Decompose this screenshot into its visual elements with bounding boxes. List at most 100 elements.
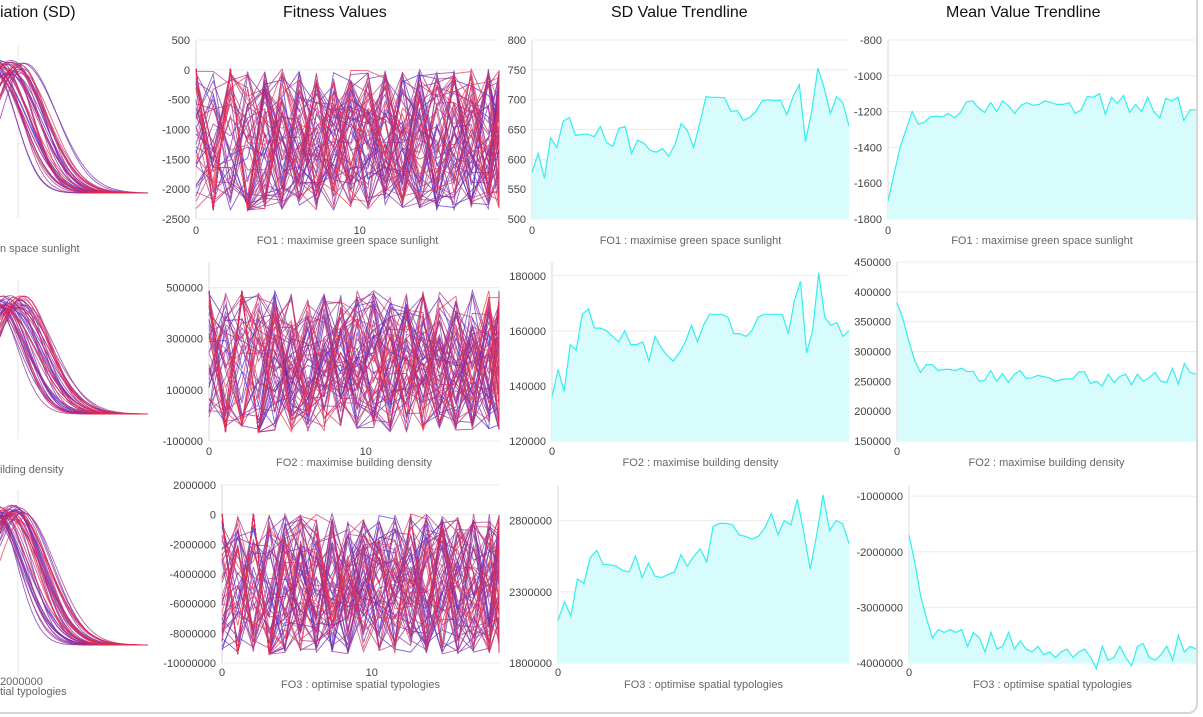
- y-tick-label: 0: [184, 65, 190, 77]
- trend-line: [887, 92, 1196, 202]
- fitness-series-line: [208, 296, 500, 434]
- sd-xlabel-3: tial typologies: [0, 686, 67, 698]
- sd-curve: [0, 71, 148, 194]
- y-tick-label: 500: [508, 214, 526, 226]
- sd-curve: [0, 63, 148, 194]
- x-axis-label: FO3 : optimise spatial typologies: [624, 679, 783, 691]
- y-tick-label: 450000: [854, 257, 891, 269]
- fitness-series-line: [221, 513, 500, 655]
- x-tick-label: 0: [906, 667, 912, 679]
- fitness-series-line: [195, 71, 500, 203]
- y-tick-label: -500: [168, 95, 190, 107]
- fitness-series-line: [195, 75, 500, 205]
- fitness-series-line: [208, 294, 500, 429]
- sd-xlabel-1: n space sunlight: [0, 243, 80, 255]
- fitness-series-line: [195, 72, 500, 209]
- sd-curve: [0, 68, 148, 194]
- y-tick-label: -10000000: [163, 658, 216, 670]
- x-axis-label: FO1 : maximise green space sunlight: [951, 235, 1133, 247]
- fitness-series-line: [208, 290, 500, 433]
- y-tick-label: 2300000: [509, 587, 552, 599]
- y-tick-label: -1800: [854, 214, 882, 226]
- chart-fo2-mean: 450000 400000 350000 300000 250000 200000 1500…: [854, 257, 1197, 469]
- y-tick-label: -1500: [162, 154, 190, 166]
- fitness-series-line: [221, 518, 500, 655]
- x-tick-label: 10: [366, 667, 378, 679]
- sd-curve: [0, 66, 148, 194]
- y-tick-label: -1600: [854, 178, 882, 190]
- fitness-series-line: [208, 293, 500, 422]
- trend-area: [909, 535, 1196, 669]
- trend-line: [908, 534, 1197, 671]
- x-axis-label: FO2 : maximise building density: [623, 457, 779, 469]
- trend-area: [532, 68, 849, 219]
- fitness-series-line: [195, 68, 500, 211]
- y-tick-label: -4000000: [857, 658, 904, 670]
- y-tick-label: -6000000: [170, 599, 217, 611]
- sd-curve: [0, 72, 148, 194]
- x-tick-label: 0: [885, 225, 891, 237]
- fitness-series-line: [195, 76, 500, 210]
- y-tick-label: 500000: [166, 283, 203, 295]
- trend-line: [551, 272, 850, 398]
- sd-curve: [0, 72, 148, 194]
- chart-fo2-fit: 500000 300000 100000 -100000 FO2 : maximise …: [163, 262, 500, 469]
- y-tick-label: 150000: [854, 436, 891, 448]
- y-tick-label: -1000000: [857, 491, 904, 503]
- fitness-series-line: [195, 71, 500, 205]
- sd-curve: [0, 69, 148, 194]
- y-tick-label: -2000000: [170, 539, 217, 551]
- x-axis-label: FO1 : maximise green space sunlight: [600, 235, 782, 247]
- fitness-series-line: [195, 68, 500, 211]
- fitness-series-line: [195, 71, 500, 209]
- fitness-series-line: [221, 513, 500, 656]
- fitness-column-title: Fitness Values: [283, 4, 387, 21]
- chart-fo1-mean: -800 -1000 -1200 -1400 -1600 -1800 FO1 : maxim…: [854, 35, 1196, 247]
- sd-distribution-curves: [0, 45, 149, 680]
- y-tick-label: 120000: [509, 436, 546, 448]
- sd-curve: [0, 517, 148, 646]
- sd-xlabel-2: ilding density: [0, 464, 64, 476]
- chart-fo1-sd: 800 750 700 650 600 550 500 FO1 : maximise gree…: [508, 35, 850, 247]
- sd-curve: [0, 70, 148, 194]
- trend-line: [531, 67, 850, 179]
- sd-curve: [0, 69, 148, 194]
- fitness-series-line: [208, 290, 500, 433]
- fitness-series-line: [221, 533, 500, 648]
- x-tick-label: 0: [193, 225, 199, 237]
- y-tick-label: 2800000: [509, 516, 552, 528]
- fitness-series-line: [221, 520, 500, 646]
- sd-curve: [0, 512, 148, 646]
- x-tick-label: 0: [555, 667, 561, 679]
- x-axis-label: FO3 : optimise spatial typologies: [973, 679, 1132, 691]
- sd-curve: [0, 72, 148, 194]
- x-tick-label: 0: [206, 446, 212, 458]
- y-tick-label: 160000: [509, 326, 546, 338]
- y-tick-label: -8000000: [170, 628, 217, 640]
- y-tick-label: 1800000: [509, 658, 552, 670]
- fitness-series-line: [195, 70, 500, 204]
- y-tick-label: -1000: [162, 125, 190, 137]
- y-tick-label: 140000: [509, 381, 546, 393]
- y-tick-label: -3000000: [857, 602, 904, 614]
- sd-column-title: iation (SD): [0, 4, 76, 21]
- chart-fo2-sd: 180000 160000 140000 120000 FO2 : maximise b…: [509, 262, 850, 469]
- chart-fo3-sd: 2800000 2300000 1800000 FO3 : optimise spat…: [509, 485, 850, 691]
- y-tick-label: 350000: [854, 317, 891, 329]
- y-tick-label: -2500: [162, 214, 190, 226]
- fitness-series-line: [195, 76, 500, 202]
- y-tick-label: -1200: [854, 107, 882, 119]
- trend-area: [558, 495, 849, 663]
- fitness-series-line: [221, 513, 500, 654]
- x-tick-label: 0: [529, 225, 535, 237]
- y-tick-label: -4000000: [170, 569, 217, 581]
- y-tick-label: -1000: [854, 71, 882, 83]
- fitness-series-line: [195, 73, 500, 206]
- y-tick-label: 200000: [854, 406, 891, 418]
- mean-trend-column-title: Mean Value Trendline: [946, 4, 1101, 21]
- fitness-series-line: [208, 301, 500, 433]
- fitness-series-line: [221, 513, 500, 655]
- y-tick-label: 180000: [509, 271, 546, 283]
